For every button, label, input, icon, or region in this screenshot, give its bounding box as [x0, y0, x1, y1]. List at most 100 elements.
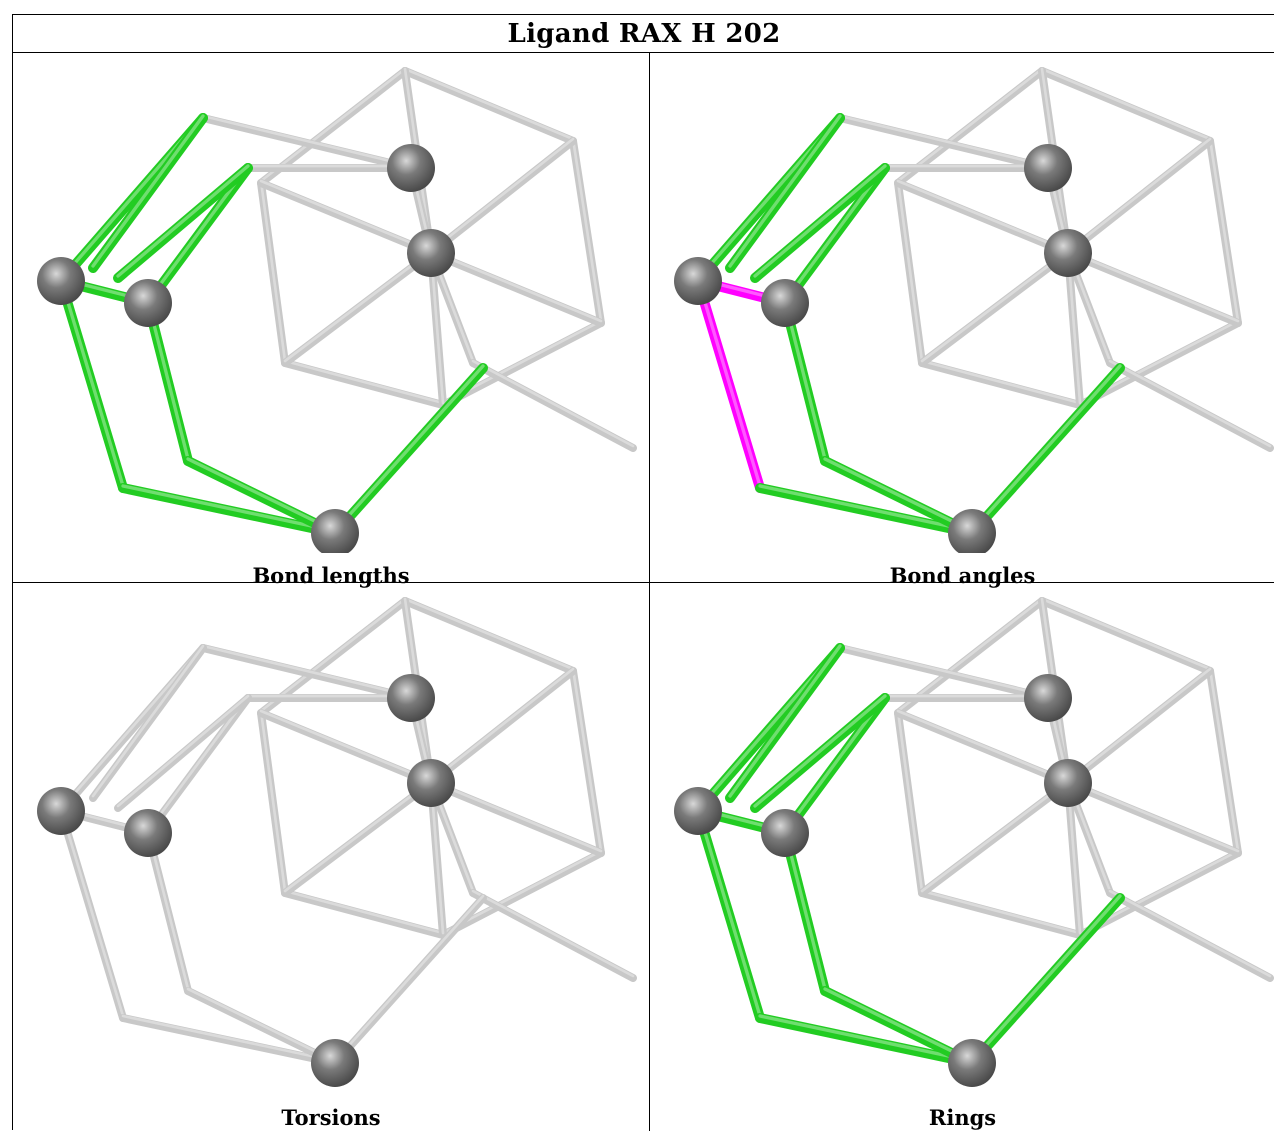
bond: [1206, 667, 1242, 857]
bond-sheen: [91, 114, 205, 268]
bond-sheen: [753, 164, 887, 278]
atom: [761, 279, 809, 327]
bond: [281, 249, 435, 367]
bond: [967, 363, 1125, 538]
bond-sheen: [1208, 667, 1240, 853]
bond-sheen: [1066, 667, 1212, 783]
bond: [1106, 359, 1274, 452]
bond-sheen: [970, 894, 1122, 1063]
bond: [401, 67, 577, 145]
bond: [281, 889, 447, 939]
bond-sheen: [920, 249, 1070, 363]
bond: [894, 709, 926, 897]
bond-sheen: [259, 709, 433, 783]
bond: [1064, 249, 1242, 327]
bond: [56, 276, 128, 493]
bond-sheen: [59, 807, 125, 1018]
bond: [88, 113, 208, 273]
bond-sheen: [121, 484, 337, 533]
bond-sheen: [429, 779, 603, 853]
bond-sheen: [429, 137, 575, 253]
bond-sheen: [1066, 137, 1212, 253]
column-divider: [649, 53, 650, 1131]
bond-sheen: [970, 364, 1122, 533]
bond: [439, 849, 605, 939]
bond: [119, 1014, 339, 1067]
bond: [118, 483, 340, 538]
bond: [780, 298, 830, 466]
bond-sheen: [696, 807, 762, 1018]
bond: [820, 456, 977, 538]
bond: [780, 163, 890, 308]
bond-sheen: [59, 644, 205, 811]
atom: [948, 509, 996, 553]
bond-sheen: [259, 709, 287, 893]
bond-sheen: [753, 694, 887, 808]
atom: [761, 809, 809, 857]
bond: [569, 667, 605, 857]
bond: [427, 779, 447, 939]
bond: [257, 179, 289, 367]
bond-sheen: [728, 114, 842, 268]
bond: [836, 114, 1052, 172]
bond-sheen: [838, 114, 1050, 168]
row-divider: [13, 582, 1274, 583]
bond: [1106, 889, 1274, 982]
bond: [894, 179, 926, 367]
panel-torsions: Torsions: [13, 583, 649, 1131]
bond: [894, 179, 1072, 257]
bond: [1064, 667, 1214, 787]
bond: [89, 644, 207, 802]
bond: [57, 807, 127, 1022]
bond-sheen: [1108, 889, 1272, 978]
bond-sheen: [758, 1014, 974, 1063]
bond: [918, 359, 1084, 409]
atom: [311, 509, 359, 553]
bond: [401, 597, 577, 675]
bond: [1038, 597, 1214, 675]
bond-sheen: [429, 667, 575, 783]
bond: [1076, 319, 1242, 409]
bond-sheen: [571, 667, 603, 853]
bond: [144, 694, 252, 837]
bond: [469, 889, 637, 982]
bond: [918, 779, 1072, 897]
bond-sheen: [259, 179, 287, 363]
bond: [469, 359, 637, 452]
bond: [1064, 779, 1242, 857]
bond: [1064, 779, 1084, 939]
molecule-bond-lengths: [37, 67, 637, 553]
bond-sheen: [283, 359, 445, 405]
bond-sheen: [896, 709, 1070, 783]
bond-sheen: [728, 644, 842, 798]
bond: [693, 276, 765, 493]
bond: [184, 987, 339, 1067]
bond-sheen: [1040, 67, 1212, 141]
bond-sheen: [1108, 359, 1272, 448]
bond-sheen: [571, 137, 603, 323]
caption-bond-angles: Bond angles: [889, 563, 1036, 588]
bond: [894, 709, 1072, 787]
atom: [124, 809, 172, 857]
molecule-bond-angles: [674, 67, 1274, 553]
bond-sheen: [259, 67, 407, 183]
bond-sheen: [471, 889, 635, 978]
atom: [37, 257, 85, 305]
bond: [143, 298, 193, 466]
bond-sheen: [186, 987, 337, 1063]
bond-sheen: [283, 779, 433, 893]
bond-sheen: [471, 359, 635, 448]
bond: [755, 483, 977, 538]
panel-bond-lengths: Bond lengths: [13, 53, 649, 588]
bond: [257, 709, 435, 787]
panel-rings: Rings: [650, 583, 1274, 1131]
bond-sheen: [1040, 597, 1212, 671]
bond-sheen: [920, 359, 1082, 405]
bond: [427, 249, 447, 409]
bond-sheen: [403, 597, 575, 671]
bond: [427, 667, 577, 787]
atom: [1044, 229, 1092, 277]
bond: [725, 113, 845, 273]
bond-sheen: [91, 644, 205, 798]
atom: [1044, 759, 1092, 807]
